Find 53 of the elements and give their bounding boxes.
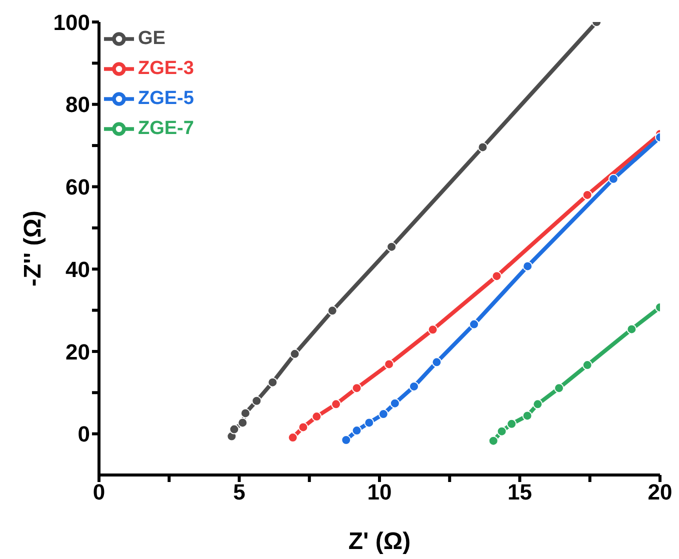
point (409, 381, 419, 392)
point (378, 409, 388, 420)
y-tick-label: 100 (53, 10, 90, 35)
legend-label: ZGE-7 (138, 118, 194, 140)
point (522, 410, 532, 421)
point (532, 399, 543, 410)
point (608, 174, 618, 184)
y-tick-label: 0 (78, 422, 90, 447)
legend-label: GE (138, 28, 166, 50)
point (240, 408, 250, 418)
x-tick-label: 15 (508, 480, 532, 505)
point (478, 142, 488, 152)
point (352, 383, 362, 394)
x-tick-label: 0 (92, 480, 106, 505)
point (496, 426, 507, 436)
point (492, 271, 502, 282)
x-tick-label: 20 (648, 480, 672, 505)
legend-label: ZGE-5 (138, 88, 194, 110)
point (554, 383, 564, 394)
point (352, 426, 362, 436)
x-tick-label: 10 (367, 480, 392, 505)
legend-label: ZGE-3 (138, 58, 194, 80)
point (582, 360, 592, 370)
y-tick-label: 80 (66, 92, 90, 118)
point (390, 398, 400, 408)
y-axis-title: -Z'' (Ω) (20, 210, 47, 286)
point (386, 242, 397, 252)
point (312, 412, 322, 422)
point (288, 432, 298, 443)
point (298, 422, 308, 432)
y-tick-label: 20 (66, 339, 90, 364)
point (252, 396, 262, 406)
point (384, 359, 394, 370)
point (469, 319, 480, 330)
point (364, 418, 374, 428)
x-tick-label: 5 (233, 480, 246, 505)
point (331, 399, 342, 410)
x-axis-title: Z' (Ω) (348, 528, 411, 555)
y-tick-label: 60 (66, 174, 90, 200)
y-tick-label: 40 (66, 256, 90, 282)
point (268, 377, 278, 388)
point (327, 306, 338, 316)
point (238, 418, 248, 428)
point (428, 324, 438, 335)
point (522, 261, 533, 272)
point (582, 190, 592, 200)
point (432, 357, 442, 368)
point (290, 348, 300, 359)
point (229, 424, 240, 434)
point (341, 434, 352, 445)
point (488, 436, 498, 446)
point (626, 324, 637, 334)
point (506, 418, 517, 429)
